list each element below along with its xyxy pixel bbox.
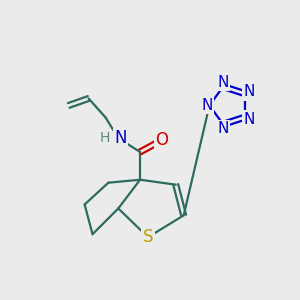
Text: N: N [202, 98, 213, 113]
Text: O: O [155, 131, 168, 149]
Text: H: H [100, 131, 110, 145]
Text: N: N [114, 129, 127, 147]
Text: N: N [244, 112, 255, 127]
Text: N: N [218, 121, 229, 136]
Text: N: N [218, 75, 229, 90]
Text: N: N [244, 84, 255, 99]
Text: S: S [143, 228, 153, 246]
